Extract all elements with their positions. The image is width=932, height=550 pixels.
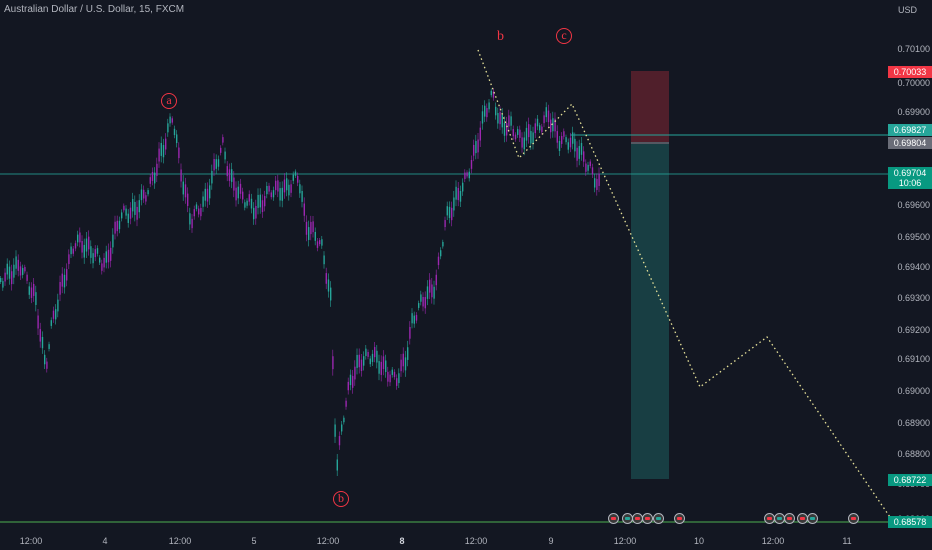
time-tick-label: 12:00 bbox=[316, 536, 340, 546]
price-tick-label: 0.68900 bbox=[897, 418, 930, 428]
price-tick-label: 0.69200 bbox=[897, 325, 930, 335]
price-tick-label: 0.69600 bbox=[897, 200, 930, 210]
current-price-badge: 0.69704 10:06 bbox=[888, 167, 932, 189]
price-tick-label: 0.69100 bbox=[897, 354, 930, 364]
bottom-price-badge: 0.68578 bbox=[888, 516, 932, 528]
entry-price-badge: 0.69827 bbox=[888, 124, 932, 136]
current-price-value: 0.69704 bbox=[893, 168, 927, 178]
price-tick-label: 0.70000 bbox=[897, 78, 930, 88]
price-tick-label: 0.68800 bbox=[897, 449, 930, 459]
wave-label-c[interactable]: c bbox=[556, 28, 572, 44]
economic-event-icon[interactable] bbox=[848, 513, 859, 524]
stop-zone[interactable] bbox=[631, 71, 669, 142]
price-tick-label: 0.69900 bbox=[897, 107, 930, 117]
countdown-timer: 10:06 bbox=[898, 178, 922, 188]
wave-projection-path bbox=[477, 49, 893, 521]
wave-label-b-top[interactable]: b bbox=[497, 29, 504, 44]
economic-event-icon[interactable] bbox=[642, 513, 653, 524]
price-tick-label: 0.70100 bbox=[897, 44, 930, 54]
time-tick-label: 11 bbox=[842, 536, 852, 546]
wave-label-b-bottom[interactable]: b bbox=[333, 491, 349, 507]
target-price-badge: 0.68722 bbox=[888, 474, 932, 486]
economic-event-icon[interactable] bbox=[674, 513, 685, 524]
candles-group bbox=[0, 88, 600, 477]
time-tick-label: 12:00 bbox=[168, 536, 192, 546]
time-tick-label: 9 bbox=[548, 536, 554, 546]
time-tick-label: 4 bbox=[102, 536, 108, 546]
time-tick-label: 12:00 bbox=[613, 536, 637, 546]
economic-event-icon[interactable] bbox=[784, 513, 795, 524]
time-tick-label: 12:00 bbox=[761, 536, 785, 546]
price-tick-label: 0.69400 bbox=[897, 262, 930, 272]
time-tick-label: 8 bbox=[399, 536, 405, 546]
wave-label-a[interactable]: a bbox=[161, 93, 177, 109]
economic-event-icon[interactable] bbox=[807, 513, 818, 524]
stop-price-badge: 0.70033 bbox=[888, 66, 932, 78]
target-zone[interactable] bbox=[631, 144, 669, 479]
price-tick-label: 0.69500 bbox=[897, 232, 930, 242]
time-tick-label: 12:00 bbox=[19, 536, 43, 546]
currency-label: USD bbox=[898, 5, 918, 15]
time-tick-label: 12:00 bbox=[464, 536, 488, 546]
price-tick-label: 0.69300 bbox=[897, 293, 930, 303]
price-tick-label: 0.69000 bbox=[897, 386, 930, 396]
symbol-legend[interactable]: Australian Dollar / U.S. Dollar, 15, FXC… bbox=[4, 4, 185, 15]
economic-event-icon[interactable] bbox=[608, 513, 619, 524]
mid-price-badge: 0.69804 bbox=[888, 137, 932, 149]
time-tick-label: 5 bbox=[251, 536, 257, 546]
time-tick-label: 10 bbox=[693, 536, 705, 546]
economic-event-icon[interactable] bbox=[653, 513, 664, 524]
